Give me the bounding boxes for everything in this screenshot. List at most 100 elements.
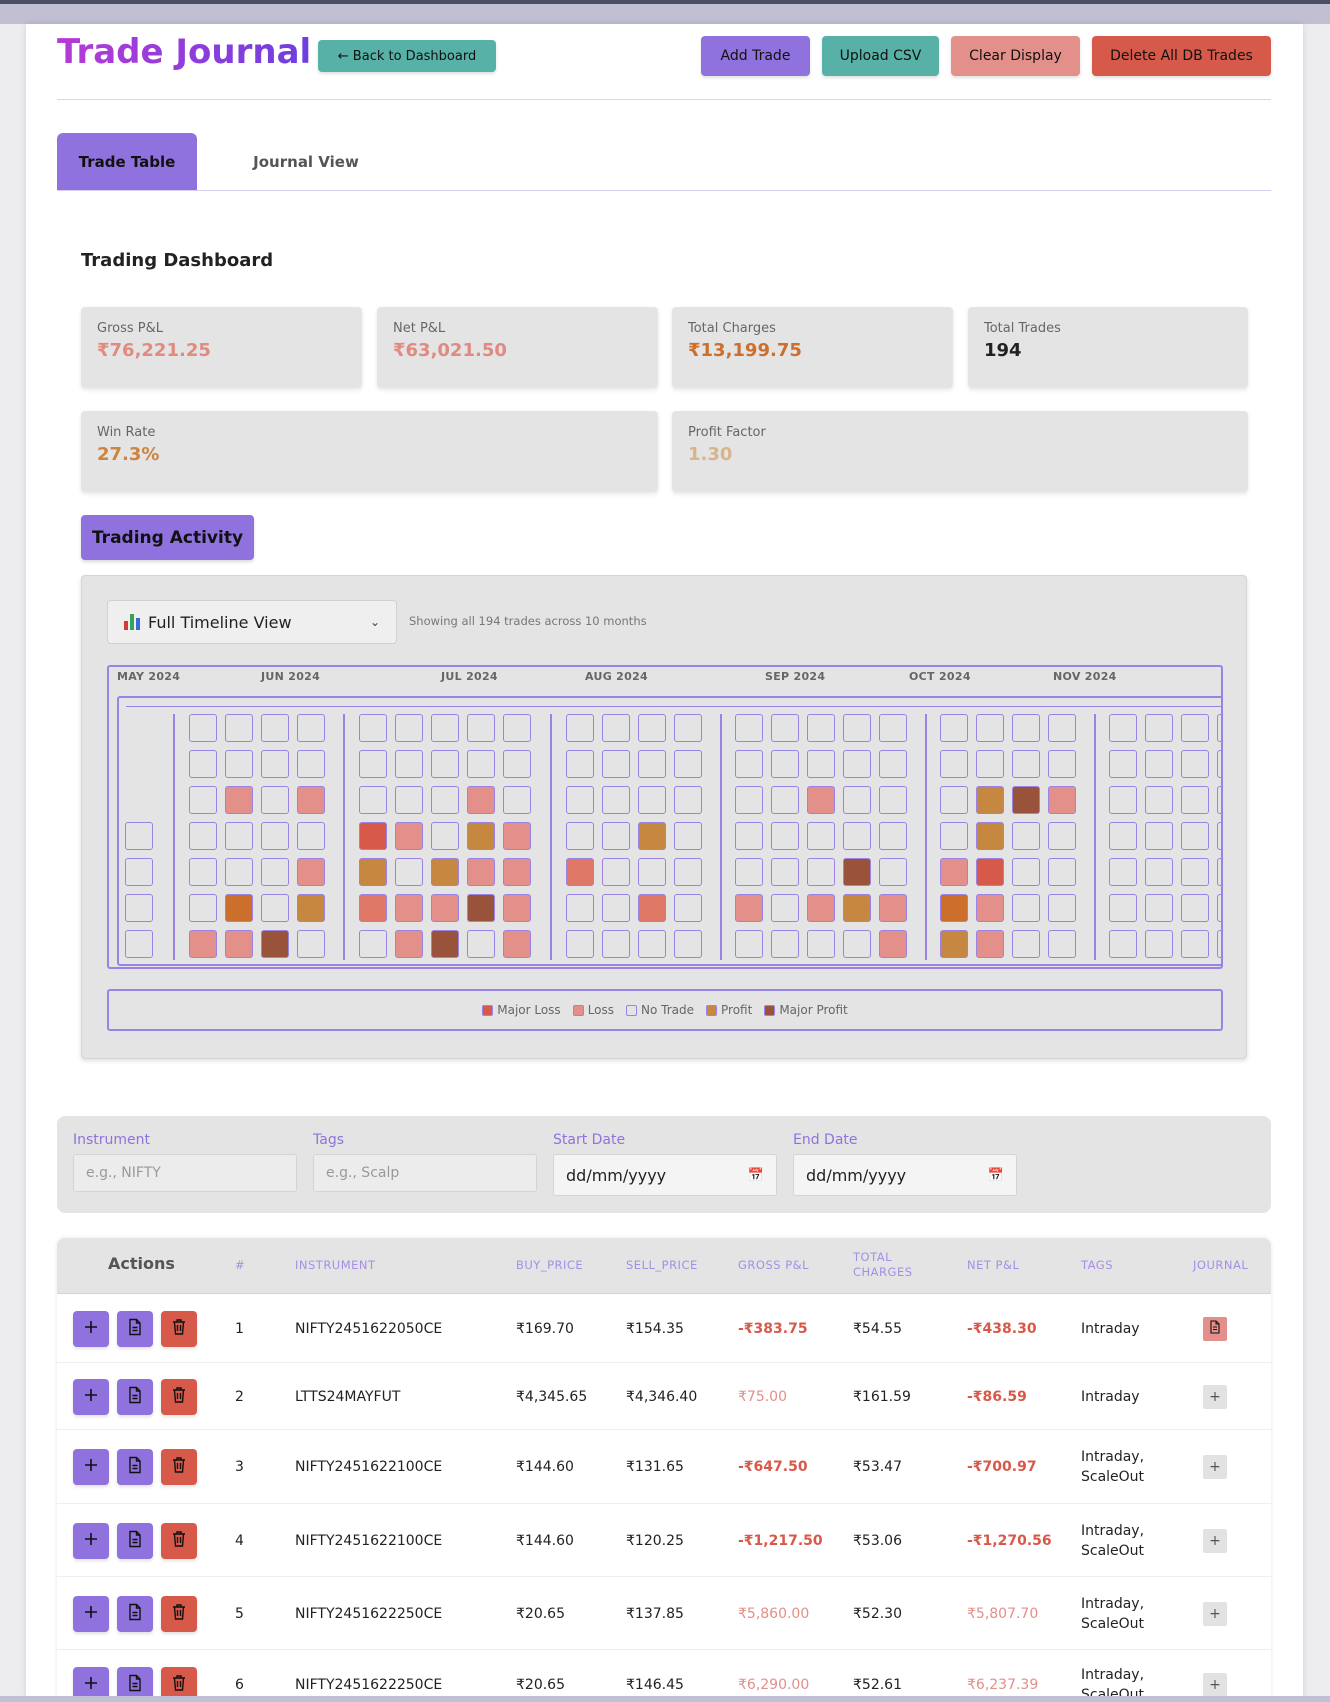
heatmap-day-cell[interactable] [225, 822, 253, 850]
heatmap-day-cell[interactable] [976, 822, 1004, 850]
heatmap-day-cell[interactable] [807, 930, 835, 958]
heatmap-day-cell[interactable] [1217, 858, 1221, 886]
heatmap-day-cell[interactable] [735, 894, 763, 922]
delete-trade-button[interactable] [161, 1595, 197, 1632]
heatmap-day-cell[interactable] [638, 930, 666, 958]
heatmap-day-cell[interactable] [1109, 930, 1137, 958]
heatmap-day-cell[interactable] [431, 858, 459, 886]
heatmap-day-cell[interactable] [1048, 894, 1076, 922]
heatmap-day-cell[interactable] [1012, 822, 1040, 850]
heatmap-day-cell[interactable] [566, 750, 594, 778]
delete-trade-button[interactable] [161, 1522, 197, 1559]
add-journal-button[interactable]: + [1203, 1601, 1227, 1626]
heatmap-day-cell[interactable] [1012, 930, 1040, 958]
heatmap-day-cell[interactable] [940, 930, 968, 958]
heatmap-day-cell[interactable] [297, 858, 325, 886]
heatmap-day-cell[interactable] [359, 750, 387, 778]
heatmap-day-cell[interactable] [297, 714, 325, 742]
heatmap-day-cell[interactable] [189, 822, 217, 850]
heatmap-day-cell[interactable] [297, 786, 325, 814]
heatmap-day-cell[interactable] [976, 858, 1004, 886]
heatmap-day-cell[interactable] [735, 930, 763, 958]
add-journal-button[interactable]: + [1203, 1528, 1227, 1553]
heatmap-day-cell[interactable] [1217, 714, 1221, 742]
heatmap-day-cell[interactable] [940, 786, 968, 814]
add-entry-button[interactable] [73, 1449, 109, 1485]
heatmap-day-cell[interactable] [467, 894, 495, 922]
heatmap-day-cell[interactable] [359, 858, 387, 886]
heatmap-day-cell[interactable] [395, 714, 423, 742]
heatmap-day-cell[interactable] [261, 930, 289, 958]
heatmap-day-cell[interactable] [976, 714, 1004, 742]
heatmap-day-cell[interactable] [976, 894, 1004, 922]
heatmap-day-cell[interactable] [638, 894, 666, 922]
tab-journal-view[interactable]: Journal View [253, 152, 359, 171]
heatmap-day-cell[interactable] [395, 786, 423, 814]
heatmap-day-cell[interactable] [602, 714, 630, 742]
heatmap-day-cell[interactable] [1145, 858, 1173, 886]
heatmap-day-cell[interactable] [1145, 930, 1173, 958]
heatmap-day-cell[interactable] [1217, 750, 1221, 778]
heatmap-day-cell[interactable] [431, 822, 459, 850]
heatmap-day-cell[interactable] [674, 750, 702, 778]
heatmap-day-cell[interactable] [976, 750, 1004, 778]
heatmap-day-cell[interactable] [1048, 822, 1076, 850]
heatmap-day-cell[interactable] [1145, 786, 1173, 814]
add-entry-button[interactable] [73, 1595, 109, 1632]
heatmap-day-cell[interactable] [261, 786, 289, 814]
view-journal-button[interactable] [117, 1522, 153, 1559]
heatmap-day-cell[interactable] [1109, 714, 1137, 742]
heatmap-day-cell[interactable] [735, 750, 763, 778]
heatmap-day-cell[interactable] [1109, 822, 1137, 850]
heatmap-day-cell[interactable] [1181, 786, 1209, 814]
back-to-dashboard-button[interactable]: ← Back to Dashboard [318, 40, 496, 72]
heatmap-day-cell[interactable] [638, 786, 666, 814]
heatmap-day-cell[interactable] [771, 750, 799, 778]
instrument-input[interactable]: e.g., NIFTY [73, 1154, 297, 1192]
heatmap-day-cell[interactable] [807, 858, 835, 886]
heatmap-day-cell[interactable] [843, 822, 871, 850]
heatmap-day-cell[interactable] [503, 714, 531, 742]
heatmap-day-cell[interactable] [735, 822, 763, 850]
heatmap-day-cell[interactable] [940, 858, 968, 886]
heatmap-day-cell[interactable] [1048, 786, 1076, 814]
heatmap-day-cell[interactable] [467, 714, 495, 742]
heatmap-day-cell[interactable] [807, 822, 835, 850]
heatmap-day-cell[interactable] [1181, 822, 1209, 850]
heatmap-day-cell[interactable] [1181, 894, 1209, 922]
clear-display-button[interactable]: Clear Display [951, 36, 1080, 76]
delete-all-trades-button[interactable]: Delete All DB Trades [1092, 36, 1271, 76]
start-date-input[interactable]: dd/mm/yyyy 📅 [553, 1154, 777, 1196]
view-journal-button[interactable] [117, 1378, 153, 1415]
add-entry-button[interactable] [73, 1310, 109, 1347]
view-journal-button[interactable] [117, 1310, 153, 1347]
tab-trade-table[interactable]: Trade Table [57, 133, 197, 190]
heatmap-day-cell[interactable] [431, 714, 459, 742]
heatmap-day-cell[interactable] [843, 786, 871, 814]
heatmap-day-cell[interactable] [1145, 894, 1173, 922]
delete-trade-button[interactable] [161, 1310, 197, 1347]
heatmap-day-cell[interactable] [225, 858, 253, 886]
heatmap-day-cell[interactable] [843, 858, 871, 886]
heatmap-day-cell[interactable] [1109, 858, 1137, 886]
heatmap-day-cell[interactable] [1145, 822, 1173, 850]
heatmap-day-cell[interactable] [503, 822, 531, 850]
heatmap-day-cell[interactable] [189, 930, 217, 958]
heatmap-day-cell[interactable] [1048, 750, 1076, 778]
add-journal-button[interactable]: + [1203, 1384, 1227, 1409]
heatmap-day-cell[interactable] [771, 822, 799, 850]
delete-trade-button[interactable] [161, 1378, 197, 1415]
heatmap-day-cell[interactable] [1109, 786, 1137, 814]
heatmap-day-cell[interactable] [566, 786, 594, 814]
heatmap-day-cell[interactable] [1181, 930, 1209, 958]
heatmap-day-cell[interactable] [1012, 750, 1040, 778]
heatmap-day-cell[interactable] [359, 714, 387, 742]
heatmap-day-cell[interactable] [940, 714, 968, 742]
heatmap-day-cell[interactable] [771, 930, 799, 958]
heatmap-day-cell[interactable] [602, 750, 630, 778]
heatmap-day-cell[interactable] [735, 858, 763, 886]
add-entry-button[interactable] [73, 1378, 109, 1415]
heatmap-day-cell[interactable] [771, 858, 799, 886]
heatmap-day-cell[interactable] [1109, 750, 1137, 778]
heatmap-day-cell[interactable] [359, 894, 387, 922]
